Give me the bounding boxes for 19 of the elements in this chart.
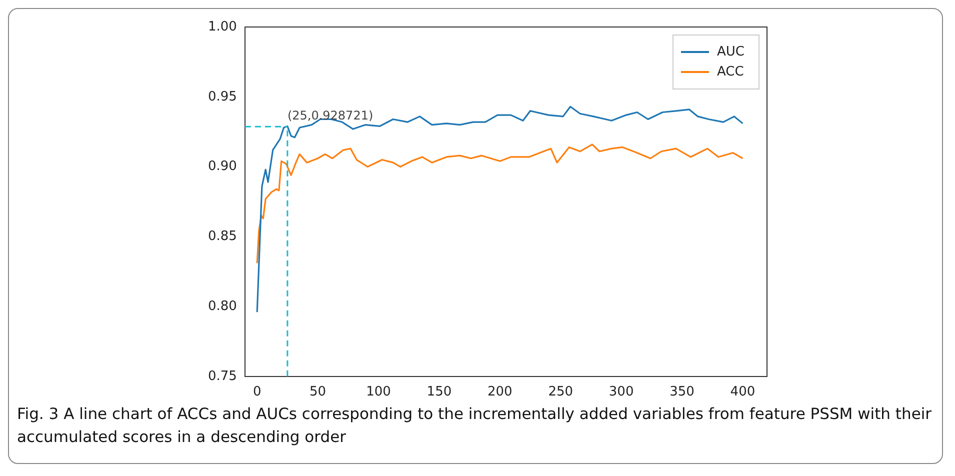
y-tick-label: 0.75 xyxy=(208,368,237,384)
x-tick-label: 150 xyxy=(426,384,452,400)
x-tick-label: 100 xyxy=(366,384,391,400)
y-tick-label: 0.85 xyxy=(208,229,237,244)
legend-label: ACC xyxy=(717,64,744,80)
x-tick-label: 200 xyxy=(487,384,512,400)
x-tick-label: 400 xyxy=(730,384,756,400)
x-tick-label: 300 xyxy=(608,384,634,400)
x-tick-label: 0 xyxy=(252,384,262,400)
caption: Fig. 3 A line chart of ACCs and AUCs corresponding to the incrementally added variables from feature PSSM with their accumulated scores in a descending order xyxy=(17,404,932,448)
y-tick-label: 0.90 xyxy=(208,159,237,174)
x-tick-label: 250 xyxy=(548,384,574,400)
y-tick-label: 1.00 xyxy=(208,19,237,34)
legend-label: AUC xyxy=(717,44,744,60)
y-tick-label: 0.95 xyxy=(208,89,237,104)
x-tick-label: 50 xyxy=(310,384,326,400)
y-tick-label: 0.80 xyxy=(208,298,237,314)
annotation: (25,0.928721) xyxy=(287,108,374,123)
x-tick-label: 350 xyxy=(670,384,694,400)
